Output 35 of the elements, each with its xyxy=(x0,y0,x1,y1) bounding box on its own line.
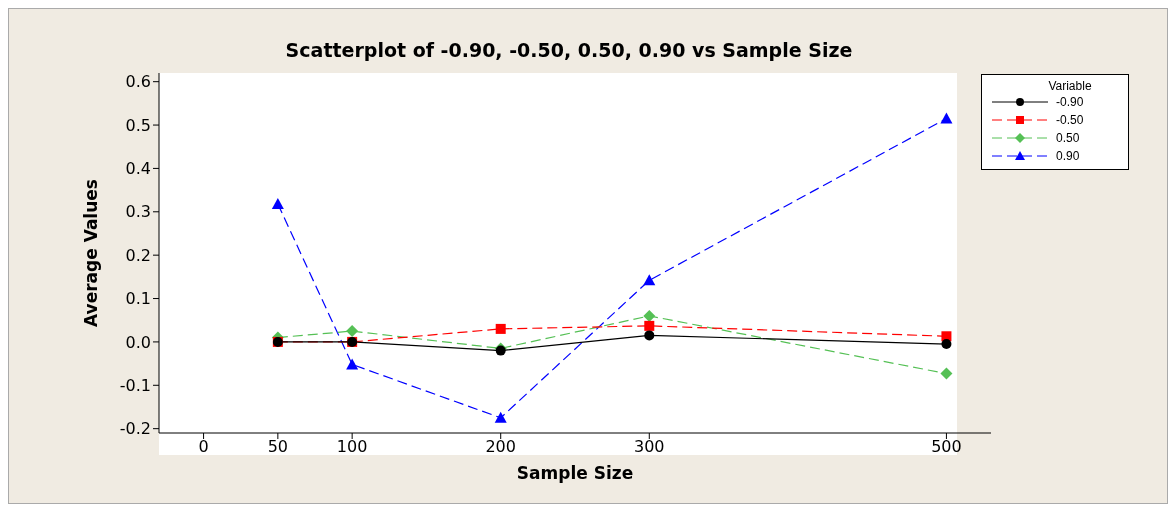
point xyxy=(643,274,656,286)
x-tick-label: 50 xyxy=(267,437,289,457)
point xyxy=(644,320,655,331)
x-tick-label: 200 xyxy=(485,437,516,457)
point xyxy=(271,197,284,209)
x-tick-label: 0 xyxy=(198,437,209,457)
point xyxy=(643,309,656,322)
legend-label: -0.50 xyxy=(1056,113,1084,127)
point xyxy=(494,411,507,423)
point xyxy=(346,325,359,338)
point xyxy=(495,323,506,334)
point xyxy=(644,330,655,341)
point xyxy=(346,358,359,370)
y-tick-label: 0.4 xyxy=(125,159,151,179)
y-axis-title: Average Values xyxy=(81,179,102,327)
y-tick-label: 0.2 xyxy=(125,245,151,265)
y-tick-label: 0.5 xyxy=(125,115,151,135)
legend-title: Variable xyxy=(1047,79,1093,93)
y-tick-label: 0.3 xyxy=(125,202,151,222)
y-tick-label: 0.6 xyxy=(125,72,151,92)
x-tick-label: 300 xyxy=(634,437,665,457)
y-tick-label: -0.2 xyxy=(119,419,151,439)
y-tick-label: 0.1 xyxy=(125,289,151,309)
y-tick-label: -0.1 xyxy=(119,375,151,395)
point xyxy=(941,339,952,350)
x-tick-label: 100 xyxy=(336,437,368,457)
point xyxy=(940,367,953,380)
x-axis-title: Sample Size xyxy=(516,463,634,483)
y-tick-label: 0.0 xyxy=(125,332,151,352)
legend-label: 0.90 xyxy=(1056,149,1080,163)
point xyxy=(940,112,953,124)
chart-title: Scatterplot of -0.90, -0.50, 0.50, 0.90 vs Sample Size xyxy=(284,39,854,61)
x-tick-label: 500 xyxy=(931,437,962,457)
legend-label: 0.50 xyxy=(1056,131,1080,145)
legend-label: -0.90 xyxy=(1056,95,1084,109)
